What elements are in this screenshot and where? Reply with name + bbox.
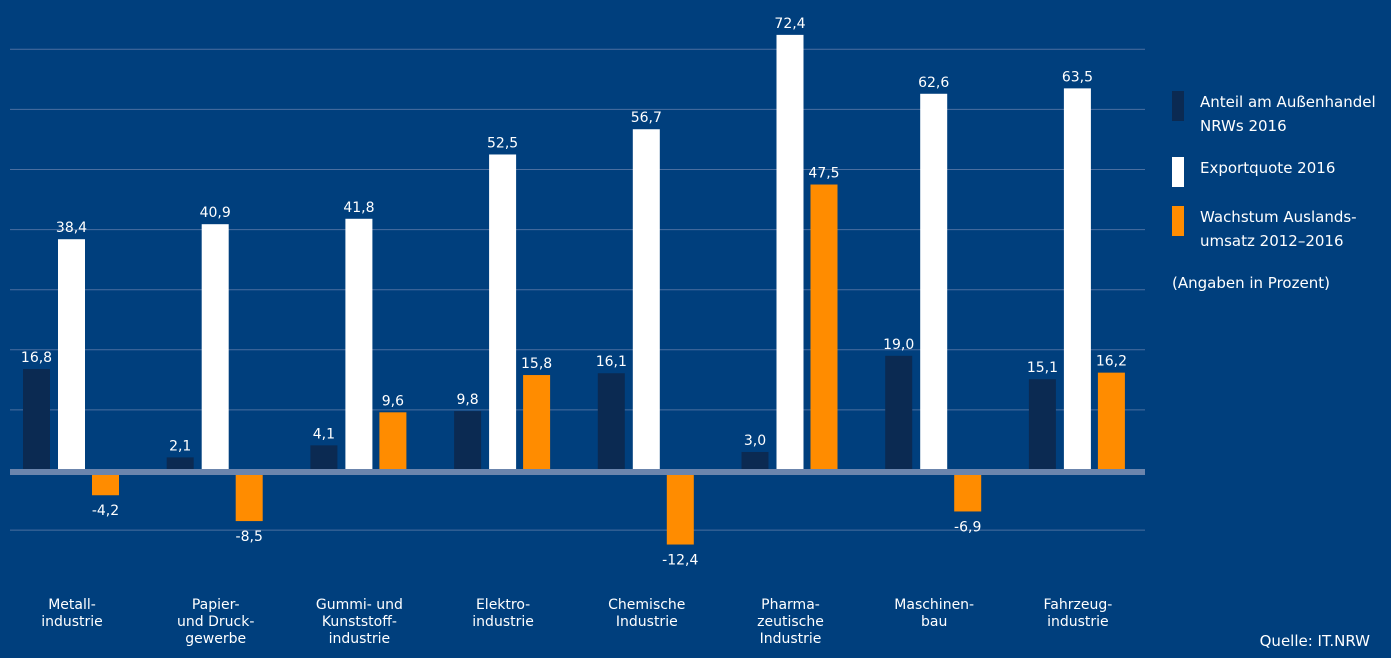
bar: [454, 411, 482, 470]
bar: [1063, 88, 1091, 471]
bar: [345, 218, 373, 470]
bar: [489, 154, 517, 470]
data-label: -4,2: [92, 503, 119, 519]
bar: [810, 184, 838, 470]
legend-swatch-exportquote: [1172, 157, 1184, 187]
bar: [379, 412, 407, 470]
data-label: 16,2: [1096, 354, 1127, 370]
legend-item-wachstum: Wachstum Auslands- umsatz 2012–2016: [1172, 205, 1387, 253]
category-label: Metall-industrie: [41, 597, 103, 630]
category-label: Gummi- und Kunststoff-industrie: [316, 597, 403, 647]
legend: Anteil am Außenhandel NRWs 2016 Exportqu…: [1172, 90, 1387, 295]
data-label: 3,0: [744, 433, 766, 449]
data-label: 41,8: [343, 200, 374, 216]
bar: [166, 457, 194, 470]
bar: [666, 470, 694, 545]
legend-item-anteil: Anteil am Außenhandel NRWs 2016: [1172, 90, 1387, 138]
bar: [310, 445, 338, 470]
bar: [954, 470, 982, 512]
data-label: 9,6: [382, 393, 404, 409]
data-label: 56,7: [631, 110, 662, 126]
data-label: 52,5: [487, 135, 518, 151]
legend-swatch-wachstum: [1172, 206, 1184, 236]
data-label: 62,6: [918, 75, 949, 91]
legend-item-exportquote: Exportquote 2016: [1172, 156, 1387, 187]
data-label: 72,4: [774, 16, 805, 32]
bar: [23, 369, 50, 470]
legend-label-wachstum: Wachstum Auslands- umsatz 2012–2016: [1200, 208, 1357, 250]
data-label: 19,0: [883, 337, 914, 353]
data-label: 40,9: [200, 205, 231, 221]
data-label: -6,9: [954, 519, 981, 535]
data-label: 63,5: [1062, 69, 1093, 85]
category-label: Maschinen-bau: [894, 597, 974, 630]
bar: [885, 355, 913, 470]
bar: [920, 93, 948, 471]
data-label: 2,1: [169, 438, 191, 454]
bar: [597, 373, 625, 470]
bar: [776, 34, 804, 470]
source-note: Quelle: IT.NRW: [1259, 632, 1370, 650]
data-label: 15,1: [1027, 360, 1058, 376]
bar: [1028, 379, 1056, 470]
data-label: -12,4: [662, 553, 698, 569]
bar: [1097, 372, 1125, 470]
legend-note: (Angaben in Prozent): [1172, 274, 1330, 292]
data-label: 15,8: [521, 356, 552, 372]
category-label: Papier-und Druck-gewerbe: [177, 597, 254, 647]
category-label: Fahrzeug-industrie: [1044, 597, 1113, 630]
data-label: -8,5: [236, 529, 263, 545]
data-label: 16,8: [21, 350, 52, 366]
legend-swatch-anteil: [1172, 91, 1184, 121]
category-label: Pharma-zeutische Industrie: [757, 597, 824, 647]
data-label: 9,8: [456, 392, 478, 408]
bar: [235, 470, 263, 522]
legend-label-exportquote: Exportquote 2016: [1200, 159, 1336, 177]
bar: [523, 375, 551, 470]
data-label: 4,1: [313, 426, 335, 442]
bar: [632, 129, 660, 470]
category-label: Chemische Industrie: [608, 597, 685, 630]
data-label: 38,4: [56, 220, 87, 236]
bar: [741, 451, 769, 470]
category-label: Elektro-industrie: [472, 597, 534, 630]
bar: [201, 224, 229, 470]
legend-label-anteil: Anteil am Außenhandel NRWs 2016: [1200, 93, 1376, 135]
data-label: 16,1: [596, 354, 627, 370]
bar: [58, 239, 85, 470]
data-label: 47,5: [808, 166, 839, 182]
